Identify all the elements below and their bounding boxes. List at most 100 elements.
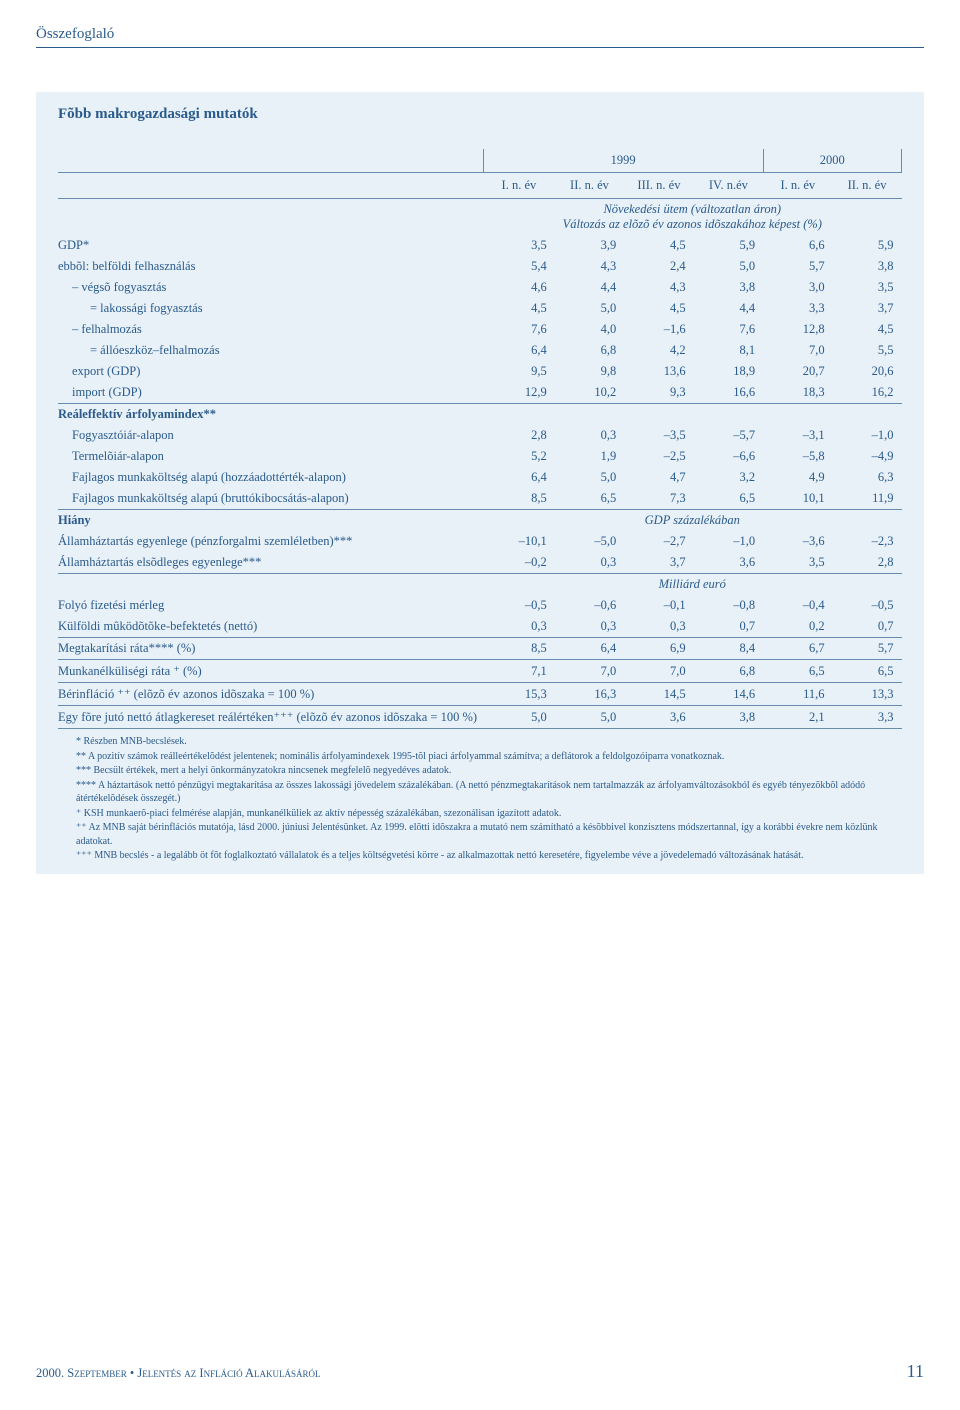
cell: 6,5 [694,488,763,510]
cell: 0,3 [555,616,624,638]
publication-line: 2000. Szeptember • Jelentés az Infláció … [36,1366,321,1381]
cell: 11,9 [833,488,902,510]
cell: 2,1 [763,706,832,729]
cell: 6,6 [763,235,832,256]
cell: 2,8 [833,552,902,574]
cell: 14,6 [694,683,763,706]
cell: 3,0 [763,277,832,298]
cell: 0,2 [763,616,832,638]
footnote: ⁺ KSH munkaerõ-piaci felmérése alapján, … [76,807,902,821]
cell: 3,3 [763,298,832,319]
cell: –0,6 [555,595,624,616]
cell: 3,2 [694,467,763,488]
cell: 2,8 [483,425,555,446]
cell: 13,6 [624,361,693,382]
year-2000: 2000 [763,149,901,173]
cell: –1,0 [833,425,902,446]
cell: –6,6 [694,446,763,467]
subhead-line2: Változás az elõzõ év azonos idõszakához … [563,217,822,231]
cell: 12,9 [483,382,555,404]
cell: 0,3 [624,616,693,638]
row-label: Fogyasztóiár-alapon [58,425,483,446]
cell: 15,3 [483,683,555,706]
footnotes: * Részben MNB-becslések. ** A pozitív sz… [58,735,902,863]
table-row: ebbõl: belföldi felhasználás 5,4 4,3 2,4… [58,256,902,277]
row-label: export (GDP) [58,361,483,382]
cell: 4,4 [694,298,763,319]
row-label: Egy fõre jutó nettó átlagkereset reálért… [58,706,483,729]
cell: 0,7 [833,616,902,638]
cell: –4,9 [833,446,902,467]
cell: 6,8 [555,340,624,361]
row-label: Folyó fizetési mérleg [58,595,483,616]
cell: 4,2 [624,340,693,361]
cell: 8,5 [483,488,555,510]
cell: 5,7 [763,256,832,277]
card-title: Fõbb makrogazdasági mutatók [58,106,902,123]
cell: –3,6 [763,531,832,552]
col-header: I. n. év [763,173,832,199]
cell: 18,9 [694,361,763,382]
cell: 0,3 [483,616,555,638]
cell: 3,8 [694,706,763,729]
table-row: import (GDP) 12,9 10,2 9,3 16,6 18,3 16,… [58,382,902,404]
row-label: Államháztartás egyenlege (pénzforgalmi s… [58,531,483,552]
cell: 5,7 [833,638,902,660]
cell: 3,7 [833,298,902,319]
row-label: Államháztartás elsõdleges egyenlege*** [58,552,483,574]
cell: –5,7 [694,425,763,446]
table-row: = állóeszköz–felhalmozás 6,4 6,8 4,2 8,1… [58,340,902,361]
mid-label-eur: Milliárd euró [483,574,901,596]
mid-label-row: Milliárd euró [58,574,902,596]
row-label: Bérinfláció ⁺⁺ (elõzõ év azonos idõszaka… [58,683,483,706]
cell: 2,4 [624,256,693,277]
cell: 16,2 [833,382,902,404]
col-header: IV. n.év [694,173,763,199]
cell: 8,1 [694,340,763,361]
cell: 6,4 [483,467,555,488]
table-end-rule [58,729,902,730]
table-row: Egy fõre jutó nettó átlagkereset reálért… [58,706,902,729]
cell: 5,0 [555,706,624,729]
row-label: Külföldi mûködõtõke-befektetés (nettó) [58,616,483,638]
row-label: Fajlagos munkaköltség alapú (hozzáadotté… [58,467,483,488]
cell: 3,7 [624,552,693,574]
table-row: – felhalmozás 7,6 4,0 –1,6 7,6 12,8 4,5 [58,319,902,340]
cell: 6,3 [833,467,902,488]
cell: –2,7 [624,531,693,552]
cell: 4,3 [555,256,624,277]
cell: 3,6 [624,706,693,729]
cell: 1,9 [555,446,624,467]
data-card: Fõbb makrogazdasági mutatók 1999 2000 I.… [36,92,924,874]
cell: –0,5 [483,595,555,616]
cell: 6,8 [694,660,763,683]
cell: 7,3 [624,488,693,510]
row-label: Munkanélküliségi ráta ⁺ (%) [58,660,483,683]
cell: –0,4 [763,595,832,616]
table-row: Államháztartás elsõdleges egyenlege*** –… [58,552,902,574]
table-row: Termelõiár-alapon 5,2 1,9 –2,5 –6,6 –5,8… [58,446,902,467]
row-label: Termelõiár-alapon [58,446,483,467]
cell: 5,0 [555,298,624,319]
page-number: 11 [907,1361,924,1382]
cell: 5,4 [483,256,555,277]
cell: 0,3 [555,552,624,574]
row-label: = állóeszköz–felhalmozás [58,340,483,361]
cell: 13,3 [833,683,902,706]
footnote: * Részben MNB-becslések. [76,735,902,749]
cell: 3,9 [555,235,624,256]
cell: 5,0 [694,256,763,277]
cell: –0,5 [833,595,902,616]
col-header: III. n. év [624,173,693,199]
cell: 6,7 [763,638,832,660]
footnote: ** A pozitív számok reálleértékelõdést j… [76,750,902,764]
footnote: **** A háztartások nettó pénzügyi megtak… [76,779,902,806]
table-row: Bérinfláció ⁺⁺ (elõzõ év azonos idõszaka… [58,683,902,706]
section-label: Összefoglaló [36,26,924,48]
cell: 3,6 [694,552,763,574]
cell: 7,0 [624,660,693,683]
cell: 3,3 [833,706,902,729]
cell: –3,1 [763,425,832,446]
table-row: Reáleffektív árfolyamindex** [58,404,902,426]
cell: 6,5 [833,660,902,683]
